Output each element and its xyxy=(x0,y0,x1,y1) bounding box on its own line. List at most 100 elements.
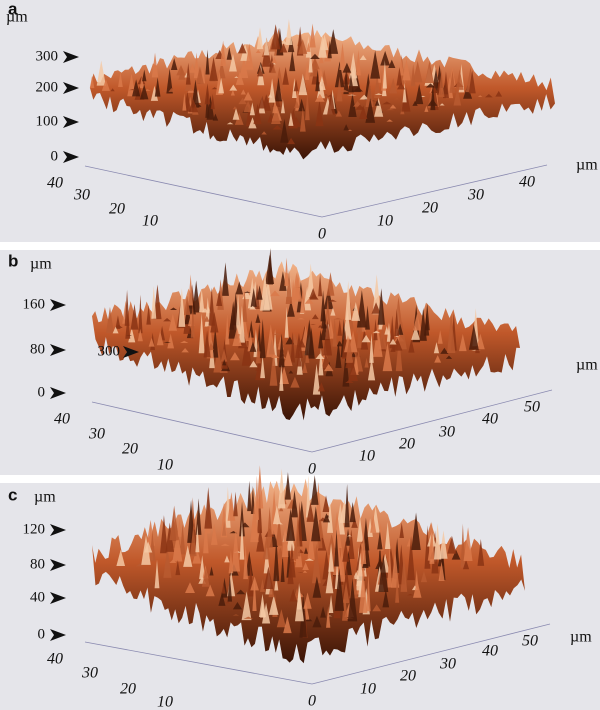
peak xyxy=(325,296,331,325)
peak xyxy=(124,289,130,326)
peak xyxy=(146,304,151,325)
peak xyxy=(185,62,191,85)
peak xyxy=(253,103,262,125)
peak xyxy=(116,549,126,566)
right-axis-label: 10 xyxy=(377,213,393,230)
peak xyxy=(318,324,323,328)
peak xyxy=(228,300,238,339)
arrow xyxy=(50,299,66,311)
peak xyxy=(388,59,396,68)
peak xyxy=(169,307,178,311)
peak xyxy=(475,333,485,350)
peak xyxy=(424,105,429,112)
peak xyxy=(386,109,395,111)
peak xyxy=(189,63,196,73)
peak xyxy=(336,340,343,347)
z-unit: µm xyxy=(30,256,52,273)
peak xyxy=(265,254,275,284)
peak xyxy=(297,572,305,573)
peak xyxy=(292,78,297,98)
peak xyxy=(294,100,300,108)
arrow xyxy=(63,51,79,63)
peak xyxy=(356,516,364,542)
peak xyxy=(243,544,248,580)
peak xyxy=(213,346,224,373)
right-axis-label: 30 xyxy=(439,656,456,673)
peak xyxy=(328,543,334,572)
left-axis-label: 10 xyxy=(142,213,158,230)
z-tick-label: 0 xyxy=(51,148,59,164)
peak xyxy=(495,90,503,97)
peak xyxy=(266,324,276,358)
peak xyxy=(342,581,350,604)
left-axis-label: 10 xyxy=(157,457,173,474)
peak xyxy=(241,591,252,621)
peak xyxy=(322,513,330,523)
peak xyxy=(382,342,393,372)
peak xyxy=(220,348,228,362)
peak xyxy=(298,98,305,112)
peak xyxy=(343,69,349,95)
peak xyxy=(382,589,390,608)
peak xyxy=(275,77,282,102)
peak xyxy=(303,286,312,311)
peak xyxy=(268,581,275,598)
peak xyxy=(205,49,210,75)
peak xyxy=(270,290,280,297)
peak xyxy=(211,87,218,90)
peak xyxy=(372,274,381,315)
peak xyxy=(185,582,195,593)
peak xyxy=(225,314,230,345)
peak xyxy=(221,583,226,594)
peak xyxy=(255,339,261,364)
peak xyxy=(279,364,284,391)
arrow xyxy=(63,116,79,128)
peak xyxy=(212,326,219,358)
left-axis-label: 20 xyxy=(109,201,125,218)
peak xyxy=(284,257,289,287)
peak xyxy=(327,90,336,115)
peak xyxy=(285,269,293,304)
peak xyxy=(447,535,457,554)
peak xyxy=(322,319,333,356)
axis-line xyxy=(311,623,551,685)
peak xyxy=(132,79,141,97)
peak xyxy=(279,43,288,53)
peak xyxy=(339,89,350,93)
z-tick-label: 200 xyxy=(36,79,59,95)
left-axis-label: 20 xyxy=(122,441,138,458)
peak xyxy=(210,311,219,333)
peak xyxy=(402,59,411,81)
peak xyxy=(271,24,281,50)
peak xyxy=(302,570,308,573)
peak xyxy=(193,52,200,79)
z-tick-label: 40 xyxy=(30,589,45,605)
peak xyxy=(286,508,296,541)
peak xyxy=(302,362,308,374)
peak xyxy=(342,540,350,562)
z-tick-label: 100 xyxy=(36,113,59,129)
peak xyxy=(320,606,326,618)
peak xyxy=(183,545,193,567)
peak xyxy=(110,88,115,92)
peak xyxy=(377,288,385,325)
peak xyxy=(304,319,315,356)
peak xyxy=(440,347,449,354)
origin-label: 0 xyxy=(318,226,326,243)
peak xyxy=(225,601,230,604)
peak xyxy=(268,78,276,103)
peak xyxy=(252,577,257,611)
peak xyxy=(115,315,121,329)
peak xyxy=(243,616,254,619)
peak xyxy=(429,521,435,564)
peak xyxy=(138,294,143,334)
peak xyxy=(351,302,361,321)
peak xyxy=(322,495,330,512)
peak xyxy=(260,355,266,379)
peak xyxy=(168,313,178,331)
peak xyxy=(395,575,400,603)
peak xyxy=(256,285,263,300)
peak xyxy=(347,534,352,537)
peak xyxy=(377,530,383,550)
